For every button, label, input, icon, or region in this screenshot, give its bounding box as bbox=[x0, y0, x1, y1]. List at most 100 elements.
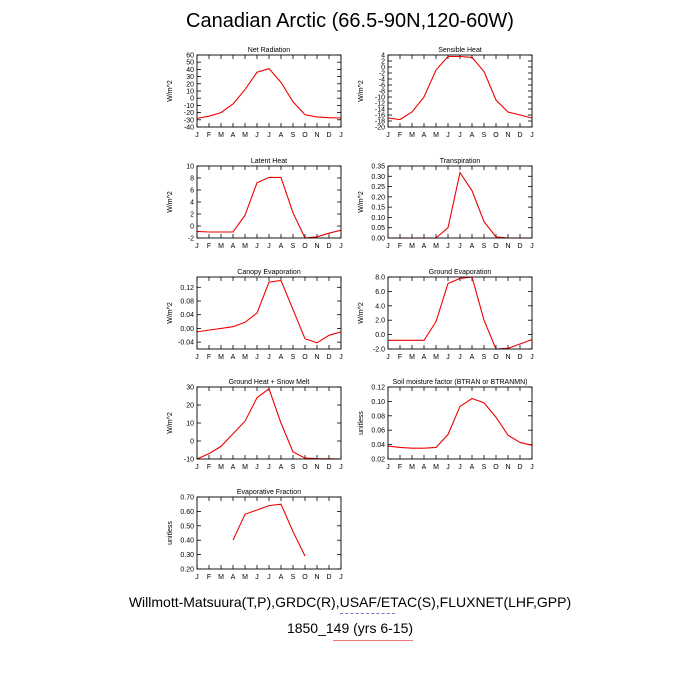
plot-frame bbox=[387, 276, 533, 350]
y-tick-label: 2.0 bbox=[375, 318, 385, 325]
x-tick-label: O bbox=[493, 354, 499, 361]
x-tick-label: J bbox=[446, 243, 450, 250]
x-tick-label: J bbox=[446, 464, 450, 471]
y-tick-label: -4 bbox=[379, 77, 385, 84]
chart-title: Ground Evaporation bbox=[429, 269, 492, 276]
x-tick-label: J bbox=[530, 243, 534, 250]
y-tick-label: 0.00 bbox=[371, 236, 385, 243]
x-tick-label: N bbox=[505, 464, 510, 471]
y-tick-label: 0.30 bbox=[371, 174, 385, 181]
y-tick-label: -10 bbox=[375, 95, 385, 102]
x-tick-label: M bbox=[218, 464, 224, 471]
x-tick-label: A bbox=[279, 464, 284, 471]
y-tick-label: 6 bbox=[190, 188, 194, 195]
chart-title: Net Radiation bbox=[248, 47, 291, 54]
main-title: Canadian Arctic (66.5-90N,120-60W) bbox=[186, 10, 514, 32]
x-tick-label: J bbox=[339, 464, 343, 471]
x-tick-label: M bbox=[433, 243, 439, 250]
y-tick-label: 0.20 bbox=[180, 567, 194, 574]
y-tick-label: 0.20 bbox=[371, 194, 385, 201]
x-tick-label: J bbox=[195, 574, 199, 581]
y-tick-label: 4 bbox=[381, 53, 385, 60]
x-tick-label: J bbox=[267, 243, 271, 250]
x-tick-label: N bbox=[505, 132, 510, 139]
x-tick-label: M bbox=[242, 574, 248, 581]
x-tick-label: M bbox=[409, 354, 415, 361]
y-tick-label: -2 bbox=[188, 236, 194, 243]
x-tick-label: J bbox=[339, 243, 343, 250]
y-tick-label: 0.06 bbox=[371, 428, 385, 435]
x-tick-label: O bbox=[493, 132, 499, 139]
y-tick-label: 0 bbox=[190, 96, 194, 103]
x-tick-label: A bbox=[279, 243, 284, 250]
x-tick-label: A bbox=[422, 132, 427, 139]
x-tick-label: J bbox=[386, 354, 390, 361]
y-tick-label: -2 bbox=[379, 71, 385, 78]
x-tick-label: A bbox=[470, 243, 475, 250]
x-tick-label: J bbox=[255, 243, 259, 250]
y-tick-label: 20 bbox=[186, 81, 194, 88]
x-tick-label: J bbox=[267, 354, 271, 361]
chart-panel-6: Ground Evaporation W/m^2 -2.0 0.0 2.0 4.0 6.0 8… bbox=[358, 269, 534, 361]
y-tick-label: 0 bbox=[190, 439, 194, 446]
y-tick-label: 0.10 bbox=[371, 399, 385, 406]
x-tick-label: J bbox=[530, 464, 534, 471]
chart-panel-9: Evaporative Fraction unitless 0.20 0.30 0.40… bbox=[167, 489, 343, 581]
x-tick-label: J bbox=[530, 132, 534, 139]
x-tick-label: J bbox=[267, 132, 271, 139]
x-tick-label: M bbox=[218, 574, 224, 581]
chart-panel-8: Soil moisture factor (BTRAN or BTRANMN) u… bbox=[358, 379, 534, 471]
y-tick-label: -14 bbox=[375, 107, 385, 114]
x-tick-label: J bbox=[458, 132, 462, 139]
x-tick-label: S bbox=[482, 464, 487, 471]
x-tick-label: M bbox=[242, 354, 248, 361]
x-tick-label: S bbox=[291, 574, 296, 581]
x-tick-label: A bbox=[279, 354, 284, 361]
x-tick-label: M bbox=[433, 132, 439, 139]
y-tick-label: -6 bbox=[379, 83, 385, 90]
chart-panel-7: Ground Heat + Snow Melt W/m^2 -10 0 10 20 30 J F… bbox=[167, 379, 343, 471]
y-tick-label: 0.10 bbox=[371, 215, 385, 222]
x-tick-label: S bbox=[482, 243, 487, 250]
plot-frame bbox=[196, 496, 342, 570]
y-tick-label: -40 bbox=[184, 125, 194, 132]
y-axis-label: W/m^2 bbox=[167, 191, 174, 213]
x-tick-label: O bbox=[493, 243, 499, 250]
x-tick-label: D bbox=[326, 354, 331, 361]
series-line bbox=[387, 55, 533, 121]
x-tick-label: J bbox=[195, 243, 199, 250]
y-tick-label: 2 bbox=[381, 59, 385, 66]
x-tick-label: N bbox=[505, 354, 510, 361]
series-line bbox=[196, 279, 342, 344]
y-tick-label: 40 bbox=[186, 67, 194, 74]
plot-frame bbox=[196, 386, 342, 460]
series-line bbox=[196, 68, 342, 119]
y-tick-label: 60 bbox=[186, 53, 194, 60]
x-tick-label: O bbox=[302, 243, 308, 250]
y-axis-label: W/m^2 bbox=[358, 191, 365, 213]
plot-frame bbox=[387, 165, 533, 239]
x-tick-label: M bbox=[409, 243, 415, 250]
chart-panel-5: Canopy Evaporation W/m^2 -0.04 0.00 0.04 0.08… bbox=[167, 269, 343, 361]
plot-frame bbox=[196, 165, 342, 239]
plot-frame bbox=[196, 276, 342, 350]
y-tick-label: 0.0 bbox=[375, 332, 385, 339]
x-tick-label: J bbox=[255, 354, 259, 361]
y-tick-label: -2.0 bbox=[373, 347, 385, 354]
chart-panel-2: Sensible HeatW/m^2-20-18-16-14-12-10-8-6… bbox=[358, 47, 534, 139]
y-tick-label: 2 bbox=[190, 212, 194, 219]
x-tick-label: A bbox=[422, 464, 427, 471]
x-tick-label: S bbox=[482, 354, 487, 361]
x-tick-label: M bbox=[409, 464, 415, 471]
y-tick-label: 6.0 bbox=[375, 289, 385, 296]
x-tick-label: A bbox=[422, 354, 427, 361]
y-tick-label: -12 bbox=[375, 101, 385, 108]
y-tick-label: 0.60 bbox=[180, 509, 194, 516]
x-tick-label: J bbox=[458, 243, 462, 250]
chart-title: Ground Heat + Snow Melt bbox=[229, 379, 310, 386]
y-tick-label: 0.35 bbox=[371, 164, 385, 171]
y-tick-label: 0.70 bbox=[180, 495, 194, 502]
x-tick-label: A bbox=[231, 243, 236, 250]
y-tick-label: 4 bbox=[190, 200, 194, 207]
